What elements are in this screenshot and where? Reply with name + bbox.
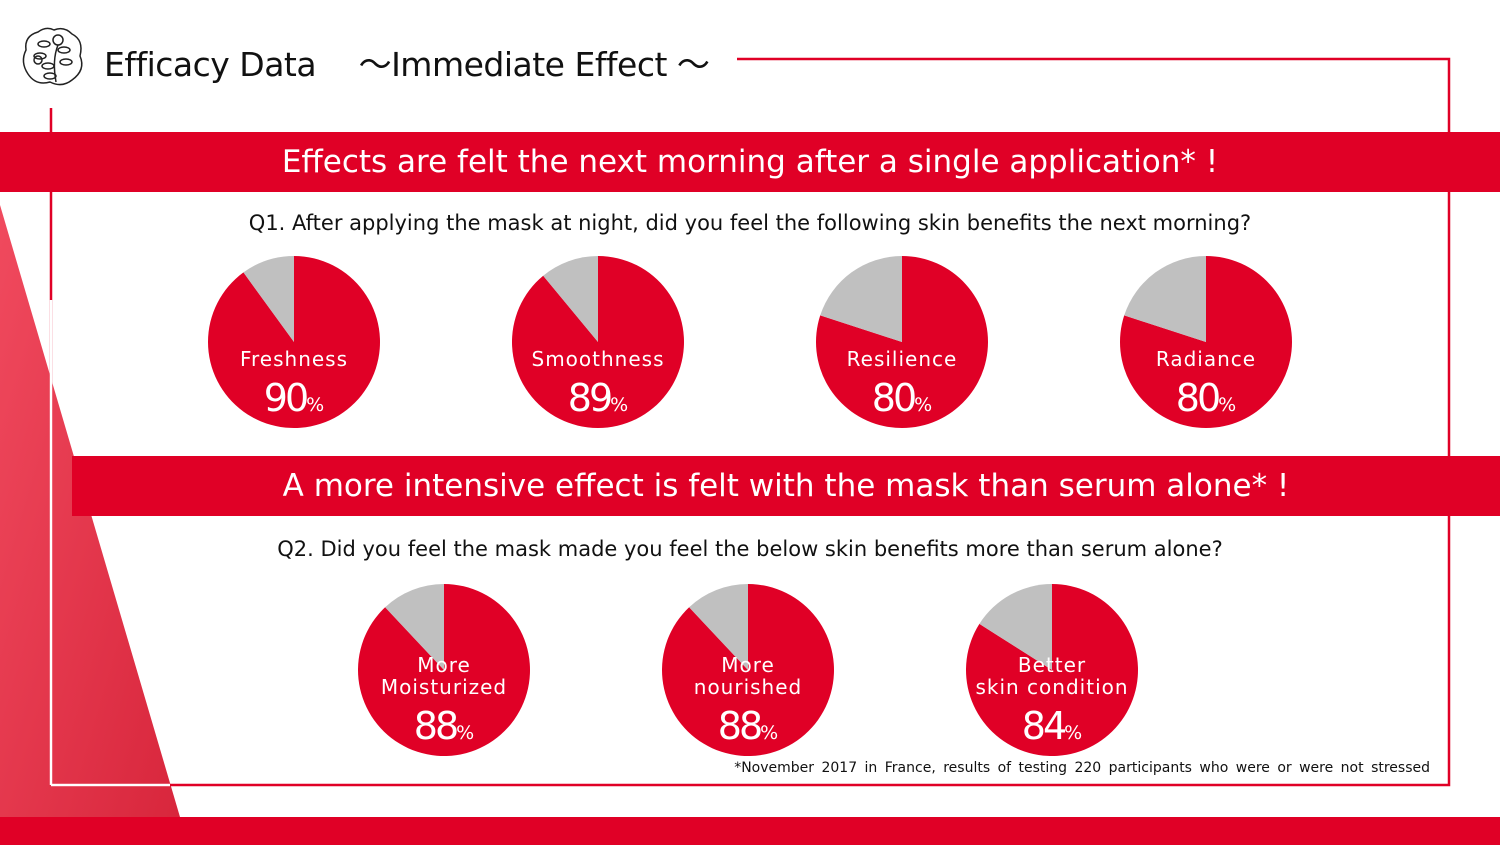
pie-slice-yes: [816, 256, 989, 428]
pie-slice-remainder: [243, 256, 294, 342]
pie-chart-4: [358, 583, 530, 756]
bottom-bar: [0, 817, 1500, 845]
pie-value-unit: %: [610, 394, 629, 416]
pie-chart-2: [816, 256, 989, 428]
pie-value-unit: %: [306, 394, 325, 416]
pie-value: 84%: [952, 704, 1152, 748]
pie-label: Resilience: [846, 347, 958, 371]
pie-label: Radiance: [1155, 347, 1257, 371]
pie-chart-0: [207, 256, 380, 428]
section1-banner: Effects are felt the next morning after …: [0, 132, 1500, 192]
pie-slice-remainder: [543, 256, 598, 342]
pie-label: More Moisturized: [380, 653, 508, 699]
pie-value-number: 80: [871, 376, 917, 420]
pie-value-unit: %: [1218, 394, 1237, 416]
camellia-emblem-icon: [22, 27, 83, 86]
pie-label: Smoothness: [531, 347, 665, 371]
pie-value: 80%: [802, 376, 1002, 420]
pie-value: 89%: [498, 376, 698, 420]
pie-value-unit: %: [760, 722, 779, 744]
section2-question: Q2. Did you feel the mask made you feel …: [277, 537, 1223, 561]
pie-value-number: 80: [1175, 376, 1221, 420]
pie-slice-remainder: [689, 584, 748, 670]
pie-slice-remainder: [385, 584, 444, 670]
pie-value-number: 89: [567, 376, 613, 420]
pie-slice-remainder: [1124, 256, 1206, 342]
pie-value: 88%: [648, 704, 848, 748]
pie-slice-yes: [207, 256, 380, 428]
pie-label: Better skin condition: [975, 653, 1129, 699]
pie-value-unit: %: [914, 394, 933, 416]
pie-chart-1: [512, 256, 684, 428]
pie-value: 90%: [194, 376, 394, 420]
pie-slice-yes: [965, 584, 1138, 756]
frame-border: [51, 57, 1451, 787]
pie-chart-5: [662, 583, 834, 756]
pie-value-number: 90: [263, 376, 309, 420]
footnote: *November 2017 in France, results of tes…: [734, 760, 1430, 776]
pie-value: 80%: [1106, 376, 1306, 420]
pie-chart-3: [1120, 256, 1293, 428]
page-title: Efficacy Data ～Immediate Effect ～: [104, 45, 710, 84]
pie-chart-6: [965, 584, 1138, 756]
pie-label: Freshness: [239, 347, 349, 371]
pie-value-number: 88: [717, 704, 763, 748]
pie-value: 88%: [344, 704, 544, 748]
pie-slice-remainder: [820, 256, 902, 342]
pie-value-number: 84: [1021, 704, 1067, 748]
pie-value-unit: %: [1064, 722, 1083, 744]
section1-question: Q1. After applying the mask at night, di…: [248, 211, 1252, 235]
pie-label: More nourished: [693, 653, 803, 699]
pie-value-number: 88: [413, 704, 459, 748]
section2-banner: A more intensive effect is felt with the…: [72, 456, 1500, 516]
pie-slice-remainder: [979, 584, 1052, 670]
pie-value-unit: %: [456, 722, 475, 744]
